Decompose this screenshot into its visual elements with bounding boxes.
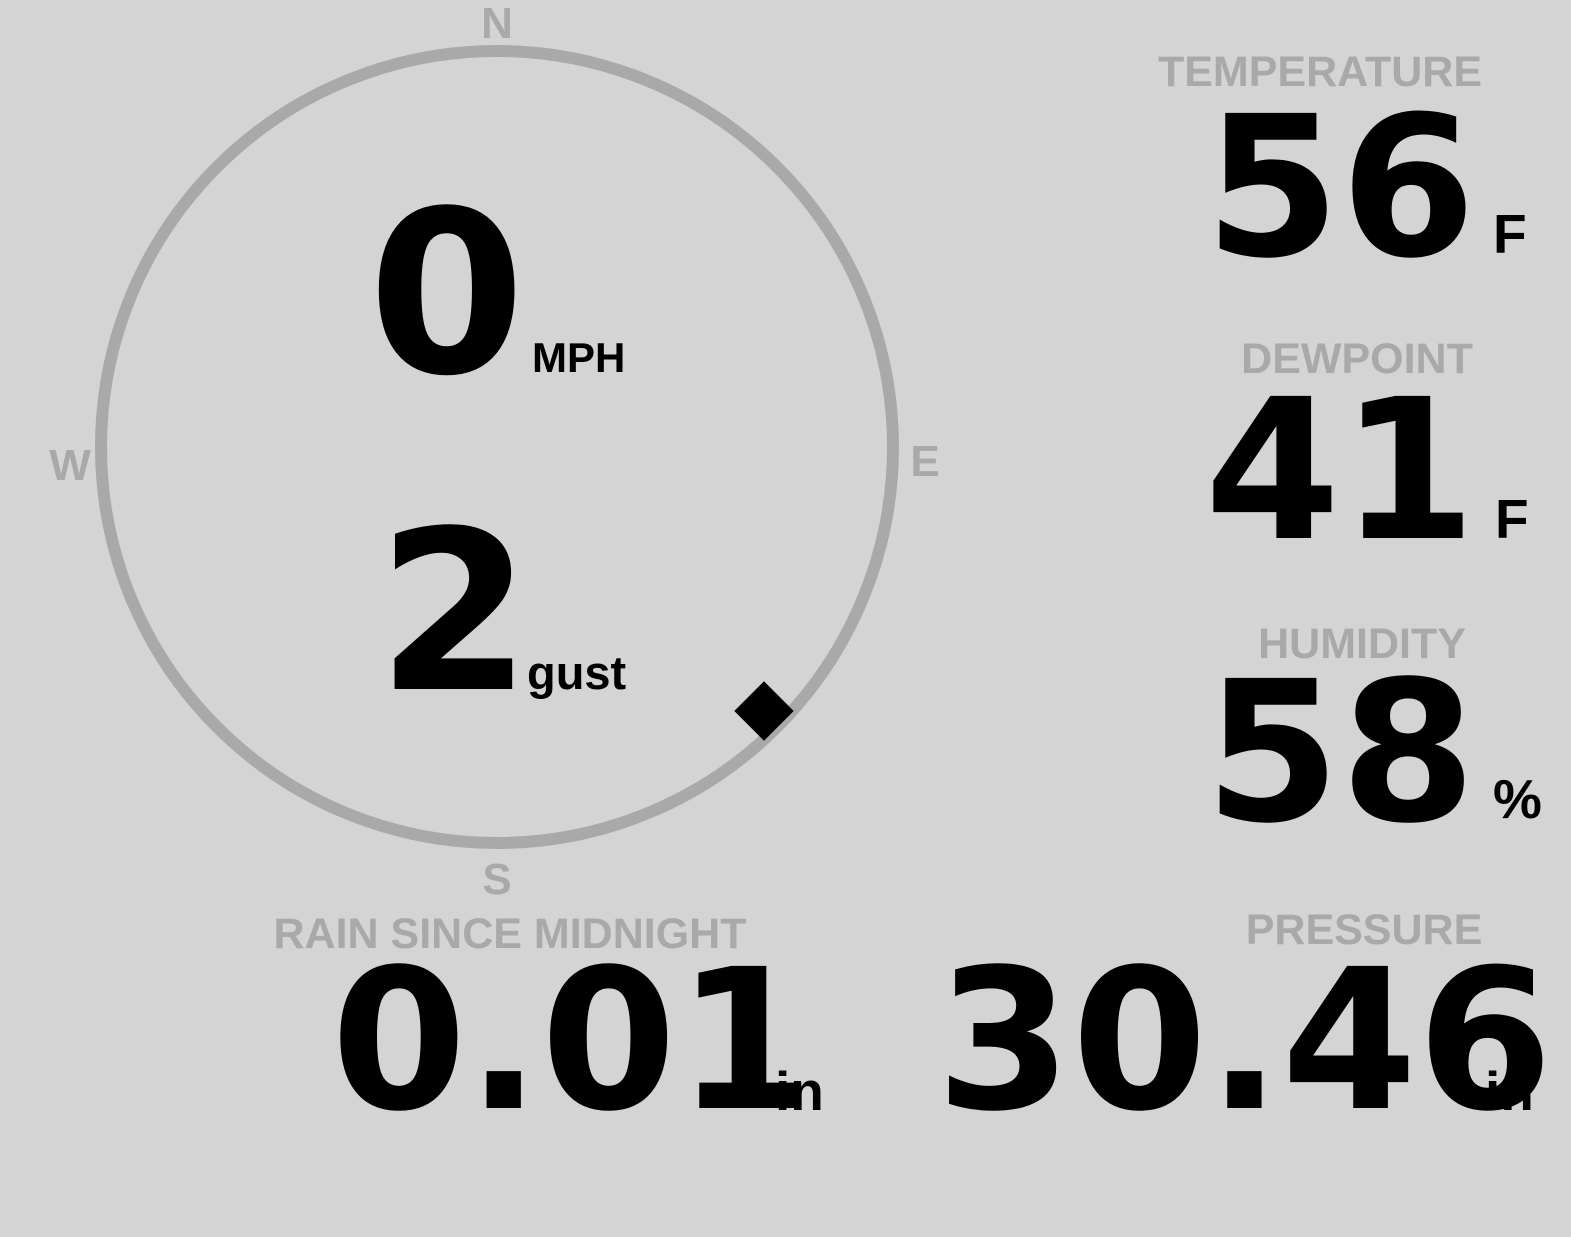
wind-gust-value: 2 — [377, 484, 532, 742]
wind-gust-unit: gust — [527, 646, 627, 699]
compass-label-west: W — [49, 441, 91, 490]
pressure-value: 30.46 — [936, 927, 1553, 1154]
humidity-label: HUMIDITY — [1258, 620, 1466, 668]
compass-label-south: S — [482, 855, 512, 904]
rain-value: 0.01 — [331, 927, 813, 1154]
temperature-unit: F — [1493, 203, 1527, 265]
dewpoint-value: 41 — [1204, 357, 1476, 584]
compass-label-east: E — [910, 437, 940, 486]
wind-speed-value: 0 — [368, 163, 526, 426]
humidity-unit: % — [1493, 768, 1542, 830]
rain-unit: in — [775, 1060, 824, 1122]
temperature-label: TEMPERATURE — [1157, 48, 1483, 96]
dewpoint-unit: F — [1495, 488, 1529, 550]
temperature-value: 56 — [1204, 74, 1476, 301]
pressure-unit: in — [1485, 1060, 1534, 1122]
dewpoint-label: DEWPOINT — [1241, 335, 1473, 383]
pressure-label: PRESSURE — [1245, 906, 1483, 954]
humidity-value: 58 — [1204, 639, 1476, 866]
wind-speed-unit: MPH — [532, 334, 626, 381]
compass-label-north: N — [481, 0, 513, 48]
rain-label: RAIN SINCE MIDNIGHT — [273, 910, 747, 958]
